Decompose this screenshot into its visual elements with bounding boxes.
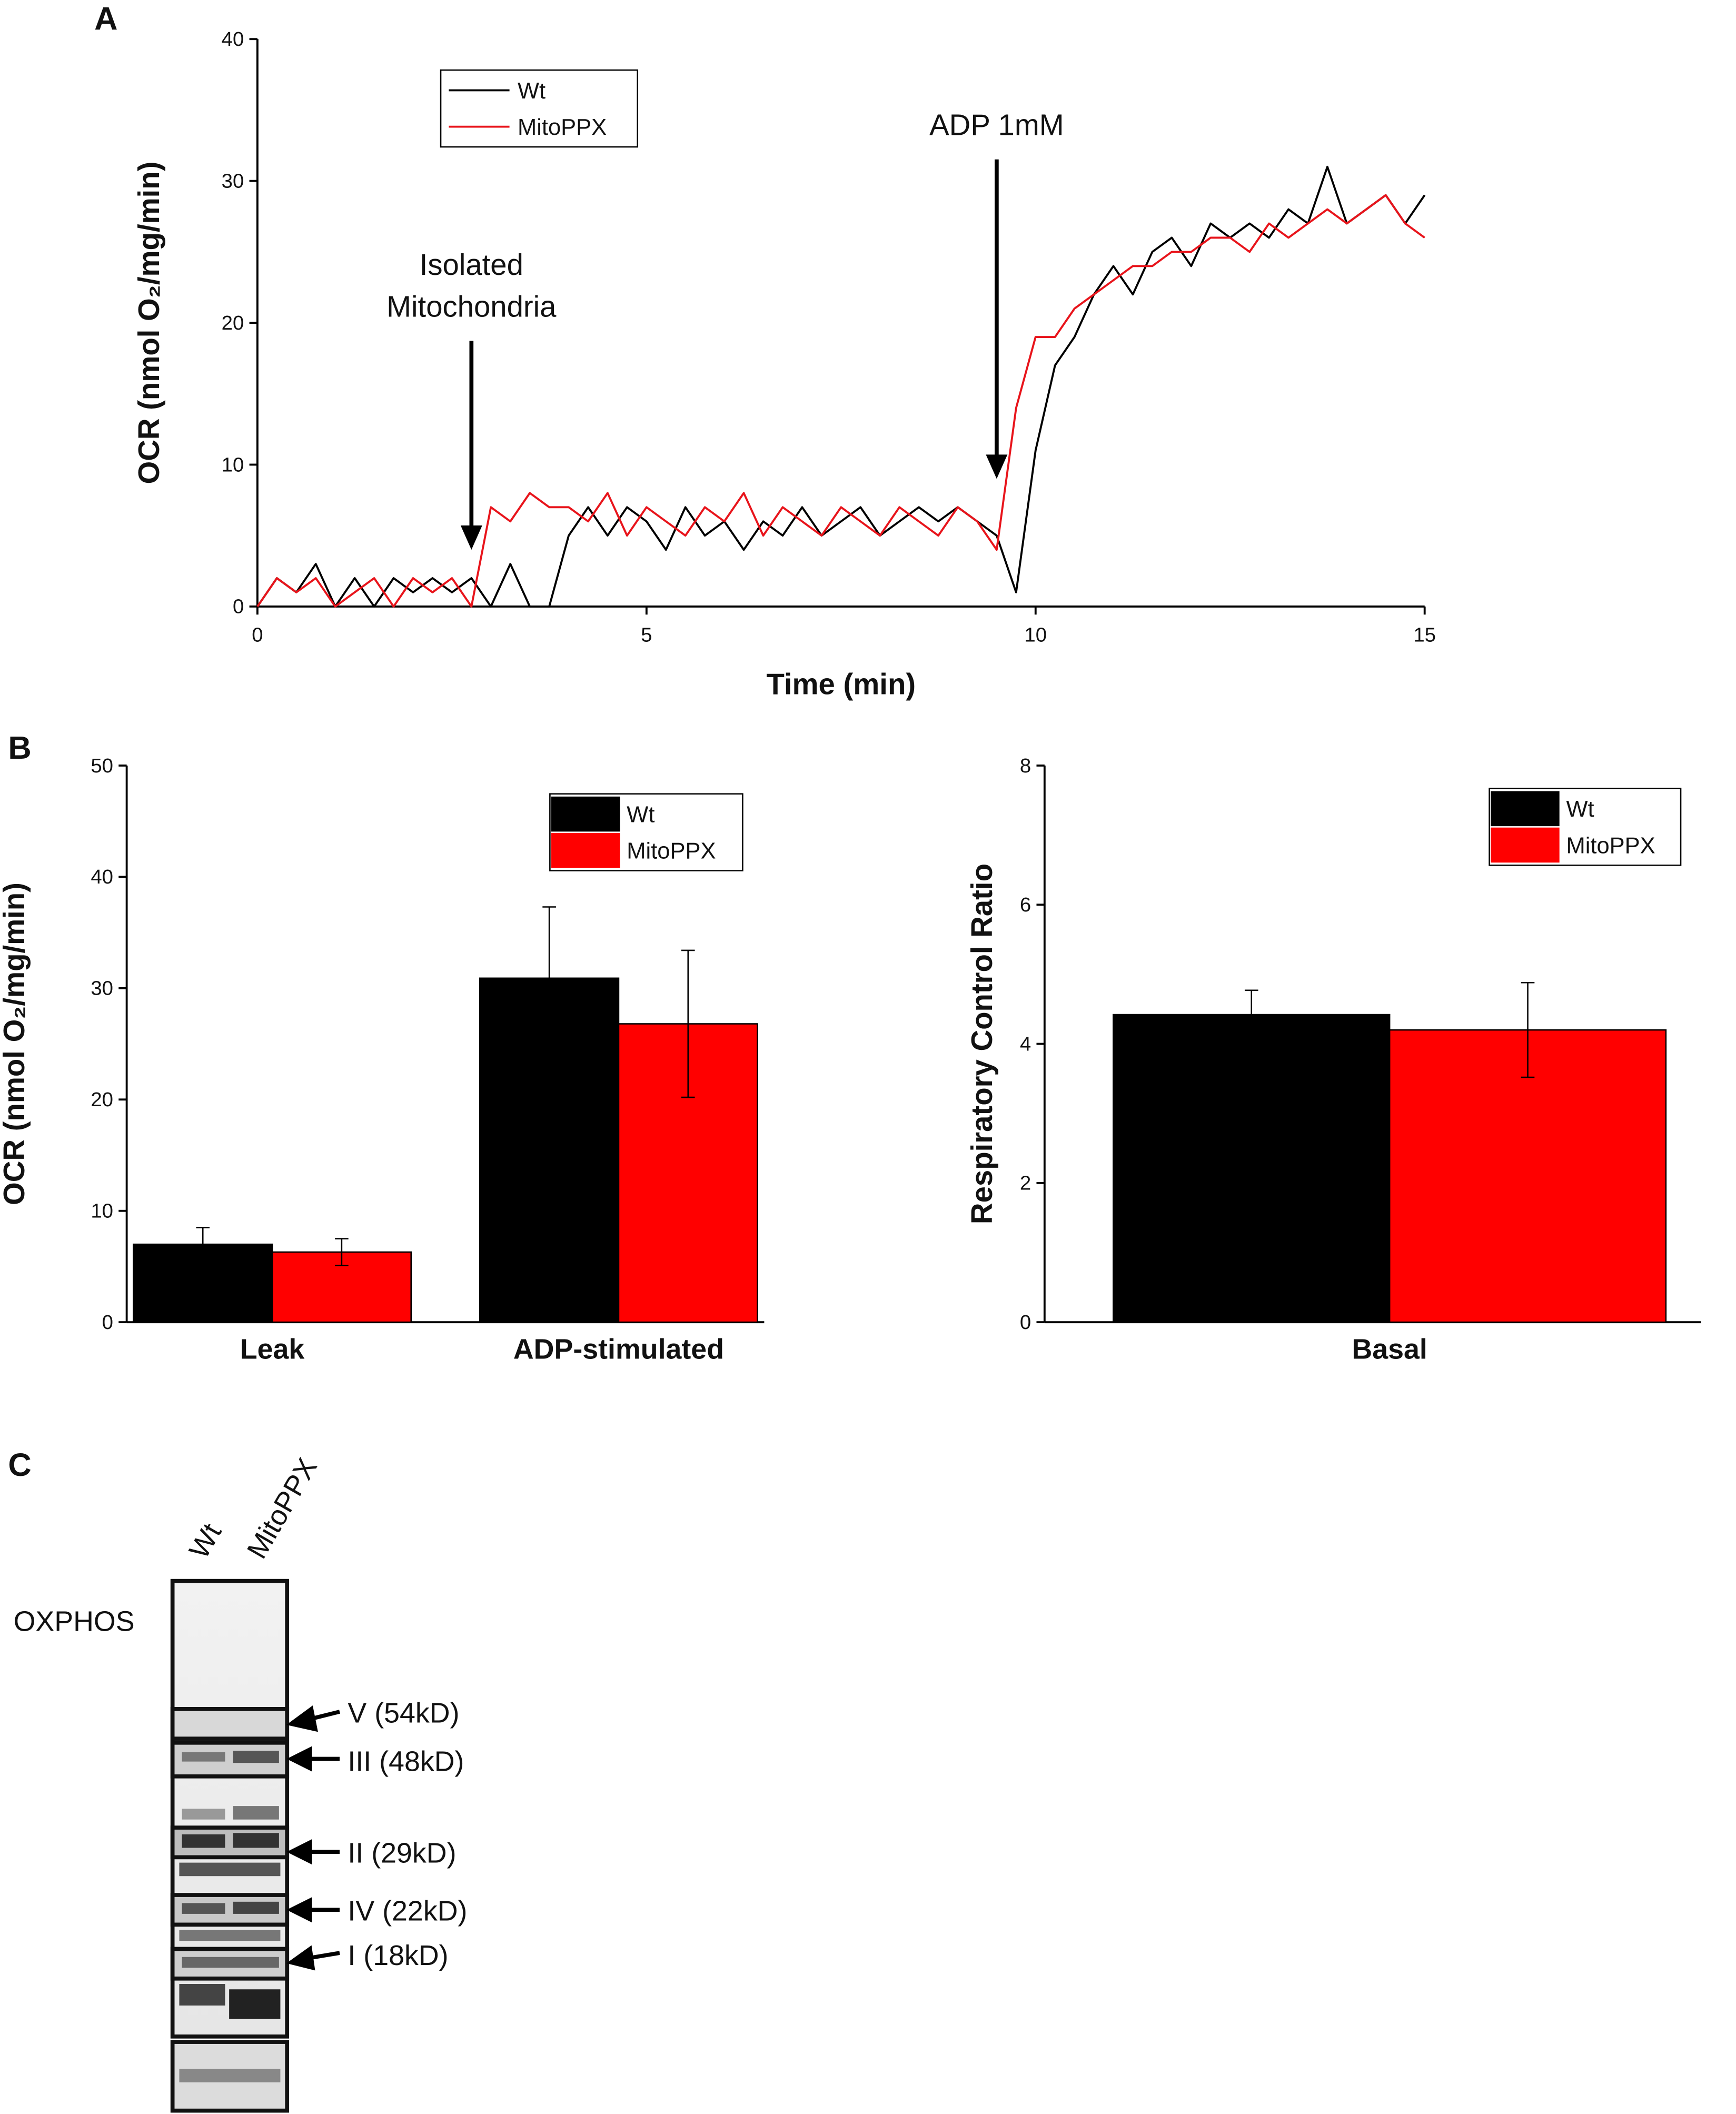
x-tick-label: 15 bbox=[1413, 623, 1436, 646]
x-tick-label: 0 bbox=[252, 623, 263, 646]
x-tick-label: 5 bbox=[641, 623, 652, 646]
legend-label: Wt bbox=[518, 78, 545, 104]
x-tick-label: 10 bbox=[1024, 623, 1047, 646]
error-bar bbox=[196, 1227, 210, 1262]
y-axis-title: OCR (nmol O₂/mg/min) bbox=[132, 162, 165, 484]
y-axis-title: Respiratory Control Ratio bbox=[965, 864, 998, 1224]
legend-label: MitoPPX bbox=[518, 115, 607, 140]
legend-swatch bbox=[1491, 791, 1560, 827]
y-tick-label: 4 bbox=[1020, 1033, 1031, 1055]
y-tick-label: 0 bbox=[1020, 1311, 1031, 1334]
blot-label: OXPHOS bbox=[14, 1605, 135, 1637]
legend-box bbox=[440, 69, 639, 148]
annotation: Mitochondria bbox=[386, 290, 557, 323]
y-tick-label: 30 bbox=[222, 170, 244, 192]
annotation-arrowhead bbox=[460, 525, 482, 550]
band-label: V (54kD) bbox=[348, 1697, 459, 1729]
band-label: II (29kD) bbox=[348, 1838, 456, 1869]
bar bbox=[1388, 1029, 1667, 1323]
y-tick-label: 30 bbox=[91, 977, 113, 1000]
x-tick-label: Leak bbox=[240, 1333, 305, 1365]
legend-swatch bbox=[1491, 827, 1560, 863]
x-tick-label: Basal bbox=[1352, 1333, 1427, 1365]
error-bar bbox=[542, 906, 556, 1050]
panel-label: C bbox=[8, 1447, 31, 1483]
y-tick-label: 40 bbox=[222, 28, 244, 51]
annotation: ADP 1mM bbox=[929, 108, 1064, 142]
legend-label: Wt bbox=[1566, 797, 1594, 822]
band-label: IV (22kD) bbox=[348, 1895, 467, 1927]
y-tick-label: 20 bbox=[222, 312, 244, 334]
lane-label: Wt bbox=[183, 1518, 228, 1564]
error-bar bbox=[1244, 989, 1258, 1040]
legend-swatch bbox=[551, 832, 620, 868]
y-axis-title: OCR (nmol O₂/mg/min) bbox=[0, 882, 31, 1205]
legend-label: MitoPPX bbox=[627, 839, 716, 864]
error-bar bbox=[1521, 981, 1535, 1078]
bar bbox=[1113, 1014, 1391, 1323]
legend-label: Wt bbox=[627, 802, 654, 827]
line-series bbox=[256, 165, 1426, 608]
line-series bbox=[256, 194, 1425, 608]
error-bar bbox=[681, 949, 695, 1098]
y-tick-label: 0 bbox=[102, 1311, 113, 1334]
band-label: I (18kD) bbox=[348, 1940, 448, 1971]
annotation: Isolated bbox=[420, 248, 523, 281]
panel-label: A bbox=[94, 1, 117, 37]
band-label: III (48kD) bbox=[348, 1746, 464, 1778]
y-tick-label: 50 bbox=[91, 755, 113, 777]
annotation-arrowhead bbox=[986, 454, 1008, 479]
panel-label: B bbox=[8, 730, 31, 766]
western-blot: Wt MitoPPX OXPHOS V (54kD) III (48kD) II… bbox=[14, 1453, 467, 2113]
legend-label: MitoPPX bbox=[1566, 833, 1655, 858]
y-tick-label: 0 bbox=[233, 596, 244, 618]
y-tick-label: 6 bbox=[1020, 894, 1031, 916]
y-tick-label: 8 bbox=[1020, 755, 1031, 777]
legend-swatch bbox=[551, 796, 620, 832]
y-tick-label: 40 bbox=[91, 866, 113, 888]
y-tick-label: 2 bbox=[1020, 1172, 1031, 1195]
y-tick-label: 10 bbox=[222, 453, 244, 476]
lane-label: MitoPPX bbox=[241, 1453, 324, 1564]
y-tick-label: 20 bbox=[91, 1088, 113, 1111]
y-tick-label: 10 bbox=[91, 1200, 113, 1223]
x-tick-label: ADP-stimulated bbox=[513, 1333, 724, 1365]
x-axis-title: Time (min) bbox=[766, 667, 916, 700]
error-bar bbox=[335, 1238, 349, 1266]
